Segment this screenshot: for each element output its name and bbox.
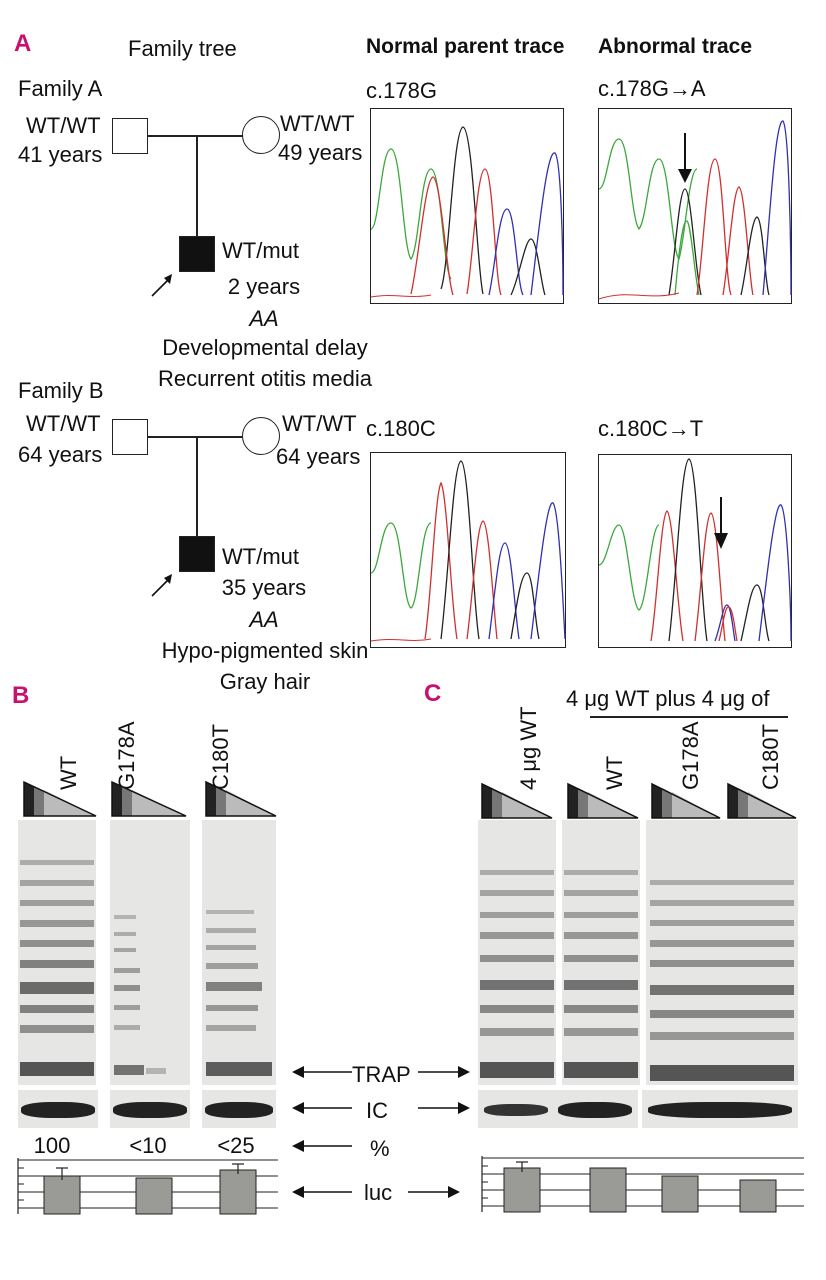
family-a-father-symbol — [112, 118, 148, 154]
family-b-child-age: 35 years — [221, 575, 307, 600]
family-a-normal-trace-label: c.178G — [366, 78, 437, 103]
family-b-child-genotype: WT/mut — [222, 544, 299, 569]
family-b-marriage-line — [147, 436, 244, 438]
panel-c-bracket-line — [590, 716, 788, 718]
ic-left-arrow-icon — [292, 1102, 352, 1114]
family-a-child-aa: AA — [249, 306, 279, 331]
panel-c-ic-gel-mutants — [642, 1090, 798, 1128]
panel-b-lane-label-c180t: C180T — [208, 723, 233, 790]
family-b-proband-symbol — [179, 536, 215, 572]
family-b-mother-age: 64 years — [276, 444, 361, 469]
panel-b-trap-gel-wt — [18, 820, 96, 1085]
abnormal-trace-header: Abnormal trace — [598, 35, 753, 58]
family-a-abnormal-trace-label: c.178G→A — [598, 76, 706, 101]
panel-c-trap-gel-wt — [562, 820, 640, 1085]
family-b-label: Family B — [18, 378, 104, 403]
percent-left-arrow-icon — [292, 1140, 352, 1152]
family-b-mother-genotype: WT/WT — [282, 411, 357, 436]
family-a-child-age: 2 years — [227, 274, 301, 299]
family-b-father-age: 64 years — [18, 442, 103, 467]
family-a-mother-symbol — [242, 116, 280, 154]
family-b-abnormal-trace-label: c.180C→T — [598, 416, 704, 441]
luc-right-arrow-icon — [408, 1186, 460, 1198]
panel-b-percent-g178a: <10 — [129, 1133, 167, 1158]
panel-a-letter: A — [14, 30, 32, 57]
panel-c-lane-label-c180t: C180T — [758, 723, 783, 790]
ic-label: IC — [366, 1098, 388, 1123]
family-a-descent-line — [196, 135, 198, 238]
family-a-mother-age: 49 years — [278, 140, 363, 165]
luc-left-arrow-icon — [292, 1186, 352, 1198]
panel-c-letter: C — [424, 680, 442, 707]
family-b-normal-trace — [370, 452, 566, 648]
family-a-normal-trace — [370, 108, 564, 304]
family-a-mother-genotype: WT/WT — [280, 111, 355, 136]
panel-c-trap-gel-4ug-wt — [478, 820, 556, 1085]
family-b-mutation-arrow-icon — [714, 497, 728, 549]
trap-right-arrow-icon — [418, 1066, 470, 1078]
family-a-father-age: 41 years — [18, 142, 103, 167]
panel-c-lane-label-g178a: G178A — [678, 721, 703, 791]
ic-right-arrow-icon — [418, 1102, 470, 1114]
panel-b-trap-gel-g178a — [110, 820, 190, 1085]
panel-c-luc-chart — [481, 1156, 804, 1213]
family-a-child-trait-2: Recurrent otitis media — [158, 366, 372, 391]
panel-b-letter: B — [12, 682, 30, 709]
panel-c-ic-gel-wt — [478, 1090, 638, 1128]
family-a-proband-symbol — [179, 236, 215, 272]
normal-trace-header: Normal parent trace — [366, 35, 565, 58]
panel-c-wedge-4ug-wt — [481, 782, 553, 819]
panel-b-percent-c180t: <25 — [217, 1133, 255, 1158]
family-b-child-aa: AA — [249, 607, 279, 632]
family-a-proband-arrow-icon — [151, 274, 172, 297]
family-tree-title: Family tree — [128, 36, 237, 61]
percent-label: % — [370, 1136, 390, 1161]
panel-c-bracket-label: 4 μg WT plus 4 μg of — [566, 686, 770, 711]
family-a-abnormal-trace — [598, 108, 792, 304]
family-b-child-trait-1: Hypo-pigmented skin — [161, 638, 369, 663]
family-b-descent-line — [196, 436, 198, 538]
panel-b-lane-label-g178a: G178A — [114, 721, 139, 791]
panel-b-ic-gel-c180t — [202, 1090, 276, 1128]
panel-b-wedge-c180t — [205, 780, 277, 817]
trap-left-arrow-icon — [292, 1066, 352, 1078]
panel-c-wedge-c180t — [727, 782, 797, 819]
panel-c-lane-label-4ug-wt: 4 μg WT — [516, 706, 541, 790]
panel-c-wedge-g178a — [651, 782, 721, 819]
panel-b-wedge-g178a — [111, 780, 187, 817]
family-b-father-symbol — [112, 419, 148, 455]
panel-b-wedge-wt — [23, 780, 97, 817]
panel-b-ic-gel-wt — [18, 1090, 98, 1128]
panel-b-ic-gel-g178a — [110, 1090, 190, 1128]
trap-label: TRAP — [352, 1062, 411, 1087]
family-a-marriage-line — [147, 135, 244, 137]
family-a-child-trait-1: Developmental delay — [162, 335, 368, 360]
luc-label: luc — [364, 1180, 393, 1205]
family-b-mother-symbol — [242, 417, 280, 455]
family-b-abnormal-trace — [598, 454, 792, 648]
family-a-mutation-arrow-icon — [678, 133, 692, 183]
panel-b-percent-wt: 100 — [33, 1133, 71, 1158]
panel-c-trap-gel-mutants — [646, 820, 798, 1085]
family-b-normal-trace-label: c.180C — [366, 416, 436, 441]
panel-b-luc-chart — [17, 1158, 278, 1215]
family-a-child-genotype: WT/mut — [222, 238, 299, 263]
family-b-child-trait-2: Gray hair — [219, 669, 311, 694]
family-a-father-genotype: WT/WT — [26, 113, 101, 138]
panel-b-trap-gel-c180t — [202, 820, 276, 1085]
panel-c-wedge-wt — [567, 782, 639, 819]
family-a-label: Family A — [18, 76, 103, 101]
family-b-proband-arrow-icon — [151, 574, 172, 597]
family-b-father-genotype: WT/WT — [26, 411, 101, 436]
